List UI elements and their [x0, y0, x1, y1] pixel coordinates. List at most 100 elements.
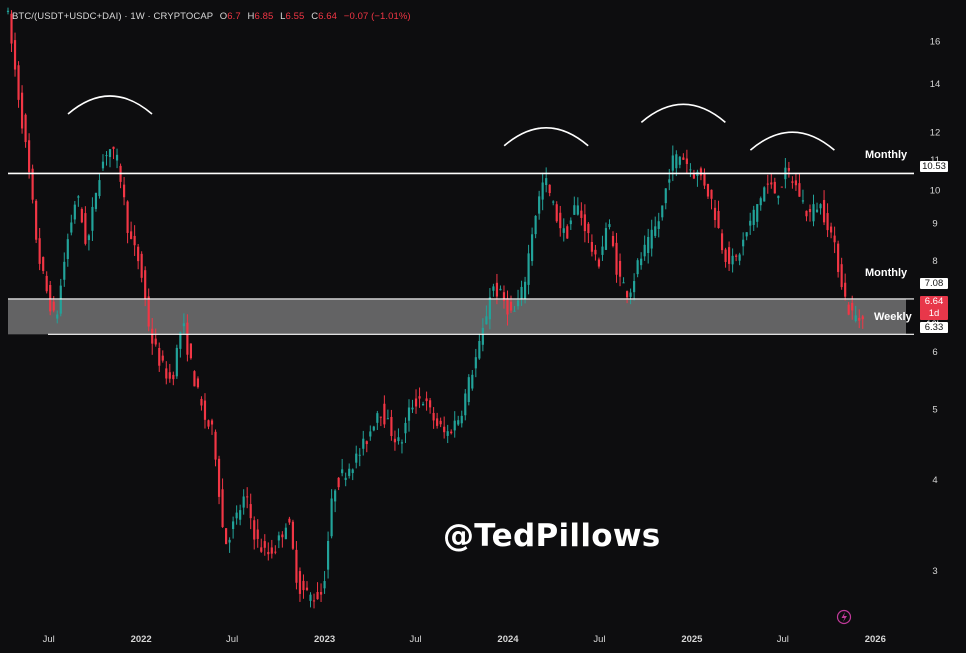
candle-body	[365, 441, 368, 445]
candle-body	[527, 253, 530, 285]
candle-body	[671, 155, 674, 171]
candle-body	[460, 415, 463, 424]
candle-body	[538, 196, 541, 214]
candle-body	[604, 228, 608, 250]
candle-body	[421, 403, 425, 406]
candle-body	[481, 327, 484, 345]
candle-body	[531, 234, 534, 262]
candle-body	[17, 65, 20, 100]
candle-body	[130, 231, 133, 239]
candle-body	[622, 282, 625, 284]
candle-body	[692, 174, 696, 179]
candle-body	[20, 92, 24, 129]
y-tick-label: 6	[932, 347, 937, 358]
chart-header: BTC/(USDT+USDC+DAI) · 1W · CRYPTOCAP O6.…	[12, 11, 411, 22]
candle-body	[446, 431, 449, 436]
candle-body	[555, 204, 558, 222]
candle-body	[249, 504, 252, 519]
candle-body	[203, 400, 207, 420]
candle-body	[207, 420, 210, 427]
candle-body	[179, 332, 182, 349]
y-tick-label: 5	[932, 404, 937, 415]
candle-body	[633, 281, 636, 293]
candle-body	[341, 469, 344, 474]
candle-body	[523, 281, 527, 299]
candle-body	[101, 161, 105, 169]
candle-body	[13, 40, 17, 70]
candle-body	[10, 13, 13, 44]
candle-body	[397, 437, 400, 442]
candle-body	[295, 549, 298, 583]
candle-body	[467, 377, 470, 402]
candle-body	[98, 180, 101, 197]
candle-body	[682, 157, 685, 160]
candle-body	[334, 490, 337, 502]
candle-body	[239, 510, 242, 520]
candle-body	[418, 396, 421, 399]
candle-body	[73, 204, 76, 220]
flash-icon	[836, 609, 852, 625]
y-tick-label: 3	[932, 566, 937, 577]
monthly-lower-price-tag: 7.08	[920, 278, 948, 289]
candle-body	[450, 431, 453, 434]
candle-body	[805, 210, 808, 217]
candle-body	[576, 205, 579, 215]
candle-body	[594, 249, 597, 255]
candle-body	[232, 521, 235, 529]
candle-body	[858, 317, 861, 321]
candle-body	[267, 551, 270, 555]
candle-body	[710, 189, 713, 199]
candle-body	[355, 453, 358, 463]
candle-body	[766, 183, 769, 185]
candle-body	[214, 431, 217, 460]
top-arc	[503, 127, 589, 147]
candle-body	[583, 214, 586, 232]
candle-body	[471, 374, 474, 389]
candle-body	[224, 528, 228, 545]
watermark: @TedPillows	[443, 518, 661, 554]
candle-body	[112, 146, 115, 149]
candle-body	[362, 438, 365, 449]
candle-body	[727, 247, 731, 264]
candle-body	[105, 155, 108, 157]
candle-body	[56, 314, 59, 319]
candle-body	[87, 235, 90, 241]
candle-body	[77, 196, 80, 198]
candle-body	[133, 235, 136, 246]
candle-body	[256, 529, 259, 539]
candle-body	[808, 209, 812, 213]
candle-body	[720, 233, 724, 251]
x-tick-label: Jul	[409, 634, 421, 645]
candle-body	[654, 226, 657, 236]
candle-body	[323, 581, 326, 589]
candle-body	[351, 469, 354, 474]
candle-body	[189, 343, 193, 359]
candle-body	[302, 580, 305, 591]
candle-body	[291, 521, 295, 549]
y-tick-label: 16	[930, 37, 941, 48]
x-tick-label: Jul	[226, 634, 238, 645]
candle-body	[735, 255, 738, 257]
candle-body	[379, 416, 382, 418]
candle-body	[826, 213, 829, 231]
candle-body	[541, 182, 544, 200]
candle-body	[742, 239, 745, 247]
candle-body	[847, 304, 850, 315]
candle-body	[724, 249, 727, 262]
candle-body	[618, 260, 622, 277]
candle-body	[35, 200, 38, 240]
candle-body	[270, 547, 273, 554]
candle-body	[495, 282, 499, 297]
candle-body	[851, 302, 854, 311]
candle-body	[794, 180, 798, 186]
candle-body	[664, 188, 667, 204]
candle-body	[348, 468, 351, 476]
candle-body	[499, 288, 502, 291]
candle-body	[597, 259, 601, 267]
monthly-lower-label: Monthly	[865, 267, 908, 279]
x-tick-label: 2025	[681, 634, 703, 645]
candle-body	[154, 338, 157, 345]
candle-body	[647, 236, 650, 253]
candle-body	[713, 207, 717, 221]
